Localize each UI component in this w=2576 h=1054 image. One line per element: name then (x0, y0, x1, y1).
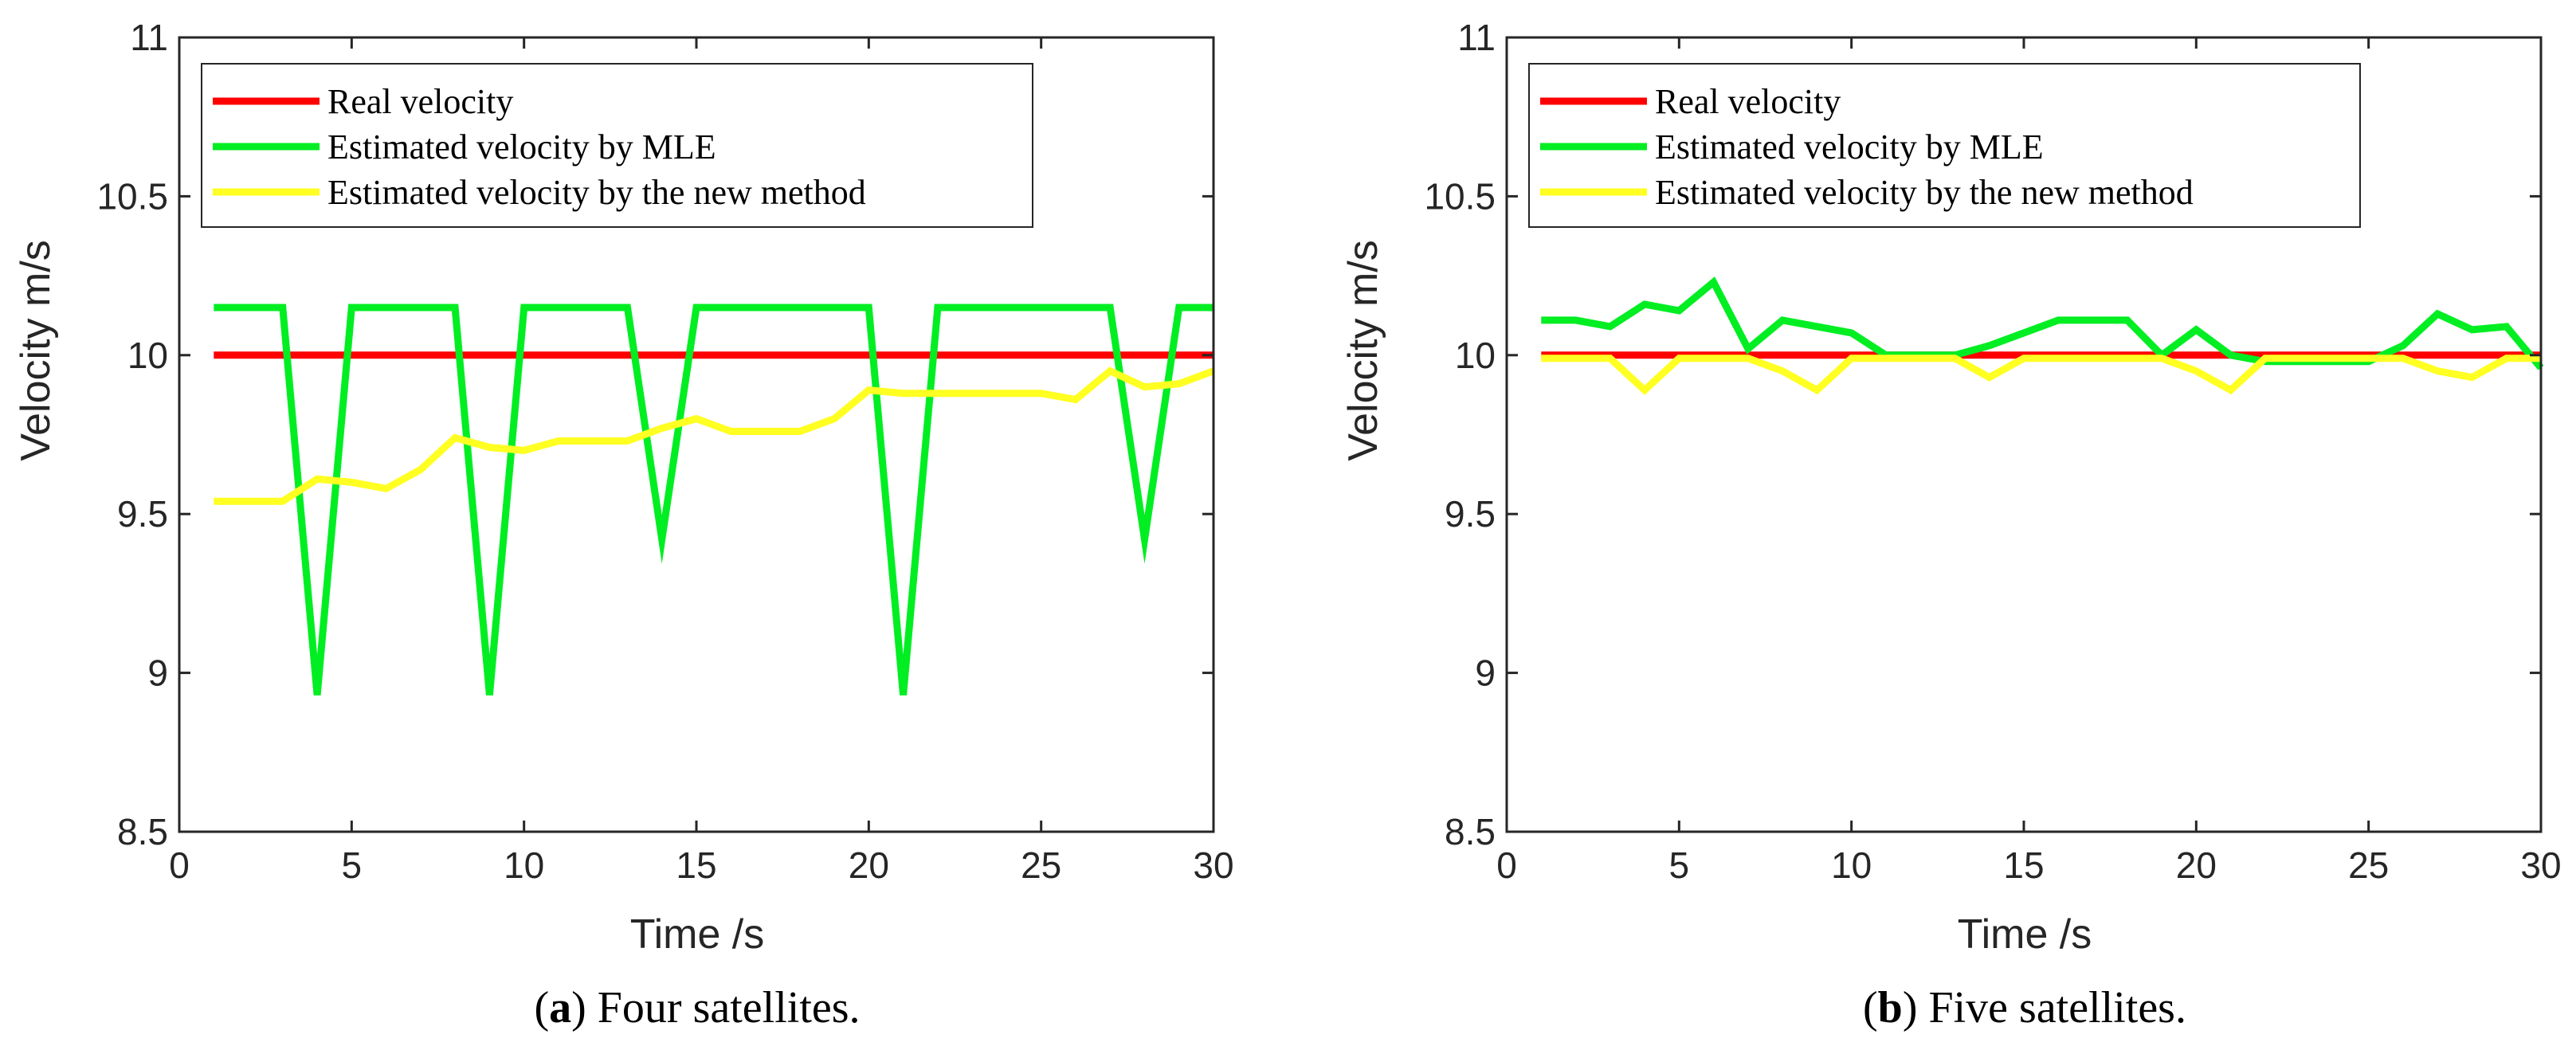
x-tick-label: 0 (169, 844, 190, 886)
y-tick-label: 8.5 (1445, 811, 1496, 852)
legend-entry-2: Estimated velocity by the new method (1655, 173, 2194, 212)
x-tick-label: 5 (1669, 844, 1690, 886)
y-tick-label: 10 (127, 335, 168, 376)
caption-text: Four satellites. (598, 983, 861, 1032)
x-tick-label: 15 (2003, 844, 2044, 886)
legend-entry-2: Estimated velocity by the new method (327, 173, 866, 212)
panel-caption: (b) Five satellites. (1863, 983, 2186, 1032)
series-line-1 (214, 304, 1214, 695)
x-tick-label: 15 (676, 844, 716, 886)
caption-text: Five satellites. (1928, 983, 2186, 1032)
y-tick-label: 9.5 (1445, 493, 1496, 535)
y-tick-label: 9.5 (117, 493, 168, 535)
y-tick-label: 10.5 (1424, 175, 1496, 217)
legend-entry-1: Estimated velocity by MLE (1655, 127, 2044, 167)
x-tick-label: 5 (342, 844, 363, 886)
legend-entry-0: Real velocity (327, 82, 513, 121)
x-tick-label: 20 (2176, 844, 2217, 886)
x-tick-label: 10 (504, 844, 544, 886)
legend-entry-1: Estimated velocity by MLE (327, 127, 716, 167)
x-tick-label: 20 (849, 844, 889, 886)
x-tick-label: 25 (1021, 844, 1061, 886)
y-tick-label: 9 (1475, 652, 1496, 694)
legend-box (201, 63, 1033, 228)
series-line-2 (1541, 355, 2541, 395)
chart-panel-five-satellites: Velocity m/s Time /s (b) Five satellites… (1340, 17, 2562, 1032)
x-axis-label: Time /s (630, 911, 765, 958)
caption-letter: a (549, 983, 571, 1032)
panel-caption: (a) Four satellites. (534, 983, 860, 1032)
y-tick-label: 10.5 (96, 175, 168, 217)
x-tick-label: 30 (2520, 844, 2561, 886)
legend-box (1528, 63, 2361, 228)
legend-entry-0: Real velocity (1655, 82, 1841, 121)
x-axis-label: Time /s (1958, 911, 2092, 958)
x-tick-label: 0 (1496, 844, 1517, 886)
y-tick-label: 11 (1457, 17, 1496, 58)
x-tick-label: 25 (2348, 844, 2389, 886)
y-tick-label: 10 (1455, 335, 1496, 376)
y-axis-label: Velocity m/s (1340, 240, 1386, 460)
x-tick-label: 10 (1831, 844, 1872, 886)
series-line-2 (214, 366, 1215, 505)
y-axis-label: Velocity m/s (13, 240, 59, 460)
chart-panel-four-satellites: Velocity m/s Time /s (a) Four satellites… (13, 17, 1234, 1032)
y-tick-label: 9 (147, 652, 168, 694)
y-tick-label: 11 (130, 17, 168, 58)
x-tick-label: 30 (1193, 844, 1233, 886)
caption-letter: b (1878, 983, 1903, 1032)
y-tick-label: 8.5 (117, 811, 168, 852)
